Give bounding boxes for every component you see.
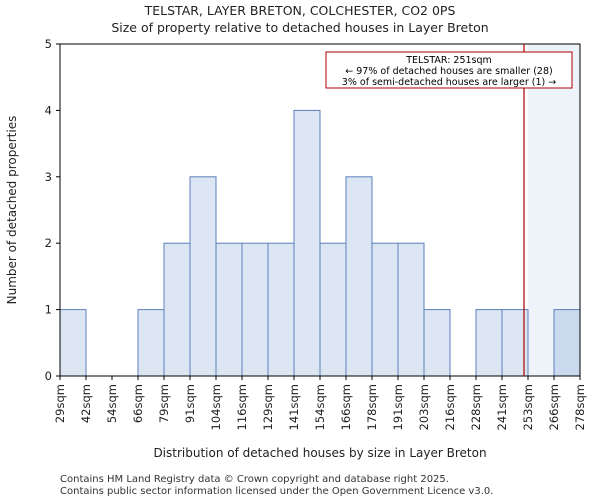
y-tick-label-5: 5 bbox=[45, 37, 52, 51]
bar-228sqm bbox=[475, 309, 503, 377]
bar-154sqm bbox=[319, 242, 347, 377]
y-axis-label: Number of detached properties bbox=[5, 115, 19, 305]
bar-129sqm bbox=[267, 242, 295, 377]
y-tick-label-2: 2 bbox=[45, 236, 52, 250]
x-tick-label-129sqm: 129sqm bbox=[261, 384, 275, 430]
x-tick-label-79sqm: 79sqm bbox=[157, 384, 171, 423]
bar-166sqm bbox=[345, 176, 373, 377]
x-tick-label-116sqm: 116sqm bbox=[235, 384, 249, 430]
x-tick-label-203sqm: 203sqm bbox=[417, 384, 431, 430]
chart-title: TELSTAR, LAYER BRETON, COLCHESTER, CO2 0… bbox=[144, 3, 456, 18]
bar-178sqm bbox=[371, 242, 399, 377]
y-tick-label-3: 3 bbox=[45, 170, 52, 184]
x-tick-label-253sqm: 253sqm bbox=[521, 384, 535, 430]
annotation-line-3: 3% of semi-detached houses are larger (1… bbox=[342, 77, 556, 88]
y-tick-label-4: 4 bbox=[45, 103, 52, 117]
x-tick-label-91sqm: 91sqm bbox=[183, 384, 197, 423]
bar-203sqm bbox=[423, 309, 451, 377]
chart-subtitle: Size of property relative to detached ho… bbox=[111, 20, 489, 35]
y-tick-label-0: 0 bbox=[45, 369, 52, 383]
x-tick-label-191sqm: 191sqm bbox=[391, 384, 405, 430]
annotation-line-1: TELSTAR: 251sqm bbox=[405, 55, 492, 66]
x-tick-label-241sqm: 241sqm bbox=[495, 384, 509, 430]
x-tick-label-228sqm: 228sqm bbox=[469, 384, 483, 430]
annotation-box bbox=[325, 51, 573, 89]
x-tick-label-216sqm: 216sqm bbox=[443, 384, 457, 430]
x-tick-label-178sqm: 178sqm bbox=[365, 384, 379, 430]
x-tick-label-54sqm: 54sqm bbox=[105, 384, 119, 423]
x-tick-label-154sqm: 154sqm bbox=[313, 384, 327, 430]
bar-66sqm bbox=[137, 309, 165, 377]
x-tick-label-166sqm: 166sqm bbox=[339, 384, 353, 430]
bar-104sqm bbox=[215, 242, 243, 377]
y-tick-label-1: 1 bbox=[45, 303, 52, 317]
bar-79sqm bbox=[163, 242, 191, 377]
bar-29sqm bbox=[59, 309, 87, 377]
bar-191sqm bbox=[397, 242, 425, 377]
footer-line-1: Contains HM Land Registry data © Crown c… bbox=[60, 474, 449, 485]
annotation-line-2: ← 97% of detached houses are smaller (28… bbox=[345, 66, 552, 77]
x-axis-label: Distribution of detached houses by size … bbox=[153, 446, 487, 460]
x-tick-label-66sqm: 66sqm bbox=[131, 384, 145, 423]
x-tick-label-266sqm: 266sqm bbox=[547, 384, 561, 430]
x-tick-label-141sqm: 141sqm bbox=[287, 384, 301, 430]
bar-141sqm bbox=[293, 109, 321, 377]
footer-line-2: Contains public sector information licen… bbox=[60, 486, 494, 497]
bar-91sqm bbox=[189, 176, 217, 377]
x-tick-label-278sqm: 278sqm bbox=[573, 384, 587, 430]
x-tick-label-104sqm: 104sqm bbox=[209, 384, 223, 430]
bar-116sqm bbox=[241, 242, 269, 377]
x-tick-label-29sqm: 29sqm bbox=[53, 384, 67, 423]
x-tick-label-42sqm: 42sqm bbox=[79, 384, 93, 423]
bar-266sqm bbox=[553, 309, 581, 377]
